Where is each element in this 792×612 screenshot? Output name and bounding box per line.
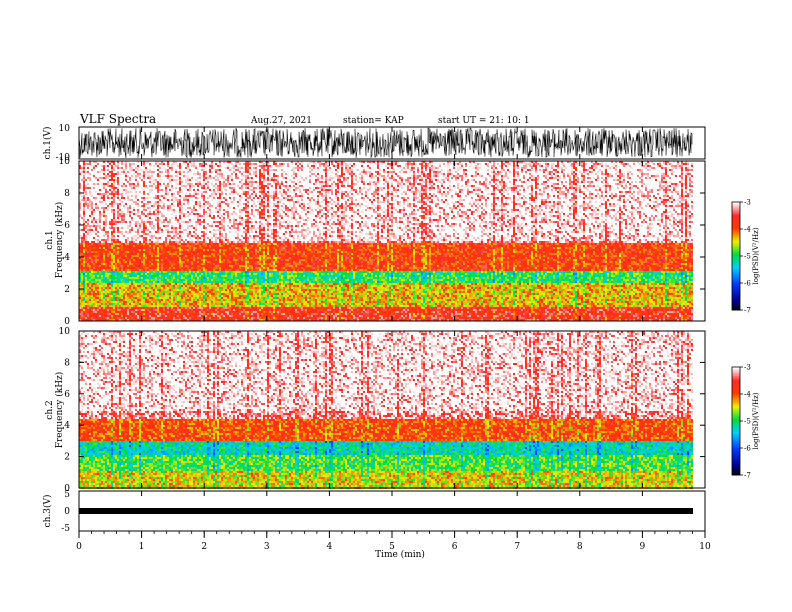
ch1-ytick-top: 10 — [59, 124, 71, 134]
time-tick-9: 9 — [640, 542, 646, 552]
time-tick-10: 10 — [699, 542, 711, 552]
cb2-tick-4: -7 — [744, 472, 751, 480]
time-axis-label: Time (min) — [375, 549, 425, 560]
date-label: Aug.27, 2021 — [250, 116, 312, 126]
spec1-ytick-2: 4 — [64, 253, 70, 263]
spec1-ytick-0: 0 — [64, 317, 70, 327]
ch3-ytick-bottom: -5 — [61, 524, 70, 534]
ch1-waveform-line — [78, 127, 693, 159]
spec2-ytick-2: 4 — [64, 421, 70, 431]
cb2-tick-1: -4 — [744, 391, 751, 399]
time-tick-8: 8 — [577, 542, 583, 552]
ch2-colorbar: -3 -4 -5 -6 -7 log(PSD)(V²/Hz) — [731, 364, 760, 480]
cb1-tick-4: -7 — [744, 307, 751, 315]
ch3-ylabel: ch.3(V) — [42, 495, 53, 528]
ch1-waveform-panel: 10 -10 ch.1(V) — [42, 124, 706, 163]
time-tick-1: 1 — [139, 542, 145, 552]
spec2-ytick-1: 2 — [64, 453, 70, 463]
time-tick-2: 2 — [201, 542, 207, 552]
spec1-ytick-4: 8 — [64, 189, 70, 199]
ch1-spectrogram-ylabel-ch: ch.1 — [45, 230, 55, 249]
spec2-ytick-5: 10 — [59, 327, 71, 337]
ch1-ytick-bottom: -10 — [56, 153, 71, 163]
ch2-spectrogram-panel: 0 2 4 6 8 10 ch.2 Frequency (kHz) — [45, 327, 706, 494]
cb1-tick-1: -4 — [744, 226, 751, 234]
cb1-tick-2: -5 — [744, 253, 751, 261]
ch1-spectrogram-ylabel-freq: Frequency (kHz) — [54, 202, 65, 279]
ch2-spectrogram-ylabel-freq: Frequency (kHz) — [54, 372, 65, 449]
cb1-tick-0: -3 — [744, 199, 751, 207]
spec2-ytick-4: 8 — [64, 358, 70, 368]
ch3-ytick-mid: 0 — [64, 507, 70, 517]
ch1-ylabel: ch.1(V) — [42, 127, 53, 160]
time-tick-7: 7 — [514, 542, 520, 552]
ch3-ytick-top: 5 — [64, 490, 70, 500]
figure-title: VLF Spectra — [79, 112, 156, 126]
spec1-ytick-5: 10 — [59, 157, 71, 167]
spec2-ytick-0: 0 — [64, 484, 70, 494]
time-tick-4: 4 — [327, 542, 333, 552]
ch3-waveform-band — [79, 508, 693, 514]
time-axis: 0 1 2 3 4 5 6 7 8 9 10 — [76, 127, 711, 552]
cb1-label: log(PSD)(V²/Hz) — [752, 227, 760, 284]
time-tick-0: 0 — [76, 542, 82, 552]
cb2-tick-3: -6 — [744, 445, 751, 453]
time-tick-6: 6 — [452, 542, 458, 552]
ch1-colorbar: -3 -4 -5 -6 -7 log(PSD)(V²/Hz) — [731, 199, 760, 315]
spec1-ytick-3: 6 — [64, 221, 70, 231]
ch1-spectrogram-panel: 0 2 4 6 8 10 ch.1 Frequency (kHz) — [45, 157, 706, 327]
ch3-waveform-panel: 5 0 -5 ch.3(V) — [42, 490, 706, 534]
time-tick-3: 3 — [264, 542, 270, 552]
start-time-label: start UT = 21: 10: 1 — [438, 116, 530, 126]
cb2-tick-0: -3 — [744, 364, 751, 372]
cb2-label: log(PSD)(V²/Hz) — [752, 392, 760, 449]
station-label: station= KAP — [343, 116, 404, 126]
spec2-ytick-3: 6 — [64, 390, 70, 400]
cb1-tick-3: -6 — [744, 280, 751, 288]
time-tick-5: 5 — [389, 542, 395, 552]
spec1-ytick-1: 2 — [64, 285, 70, 295]
cb2-tick-2: -5 — [744, 418, 751, 426]
ch2-spectrogram-ylabel-ch: ch.2 — [45, 400, 55, 419]
